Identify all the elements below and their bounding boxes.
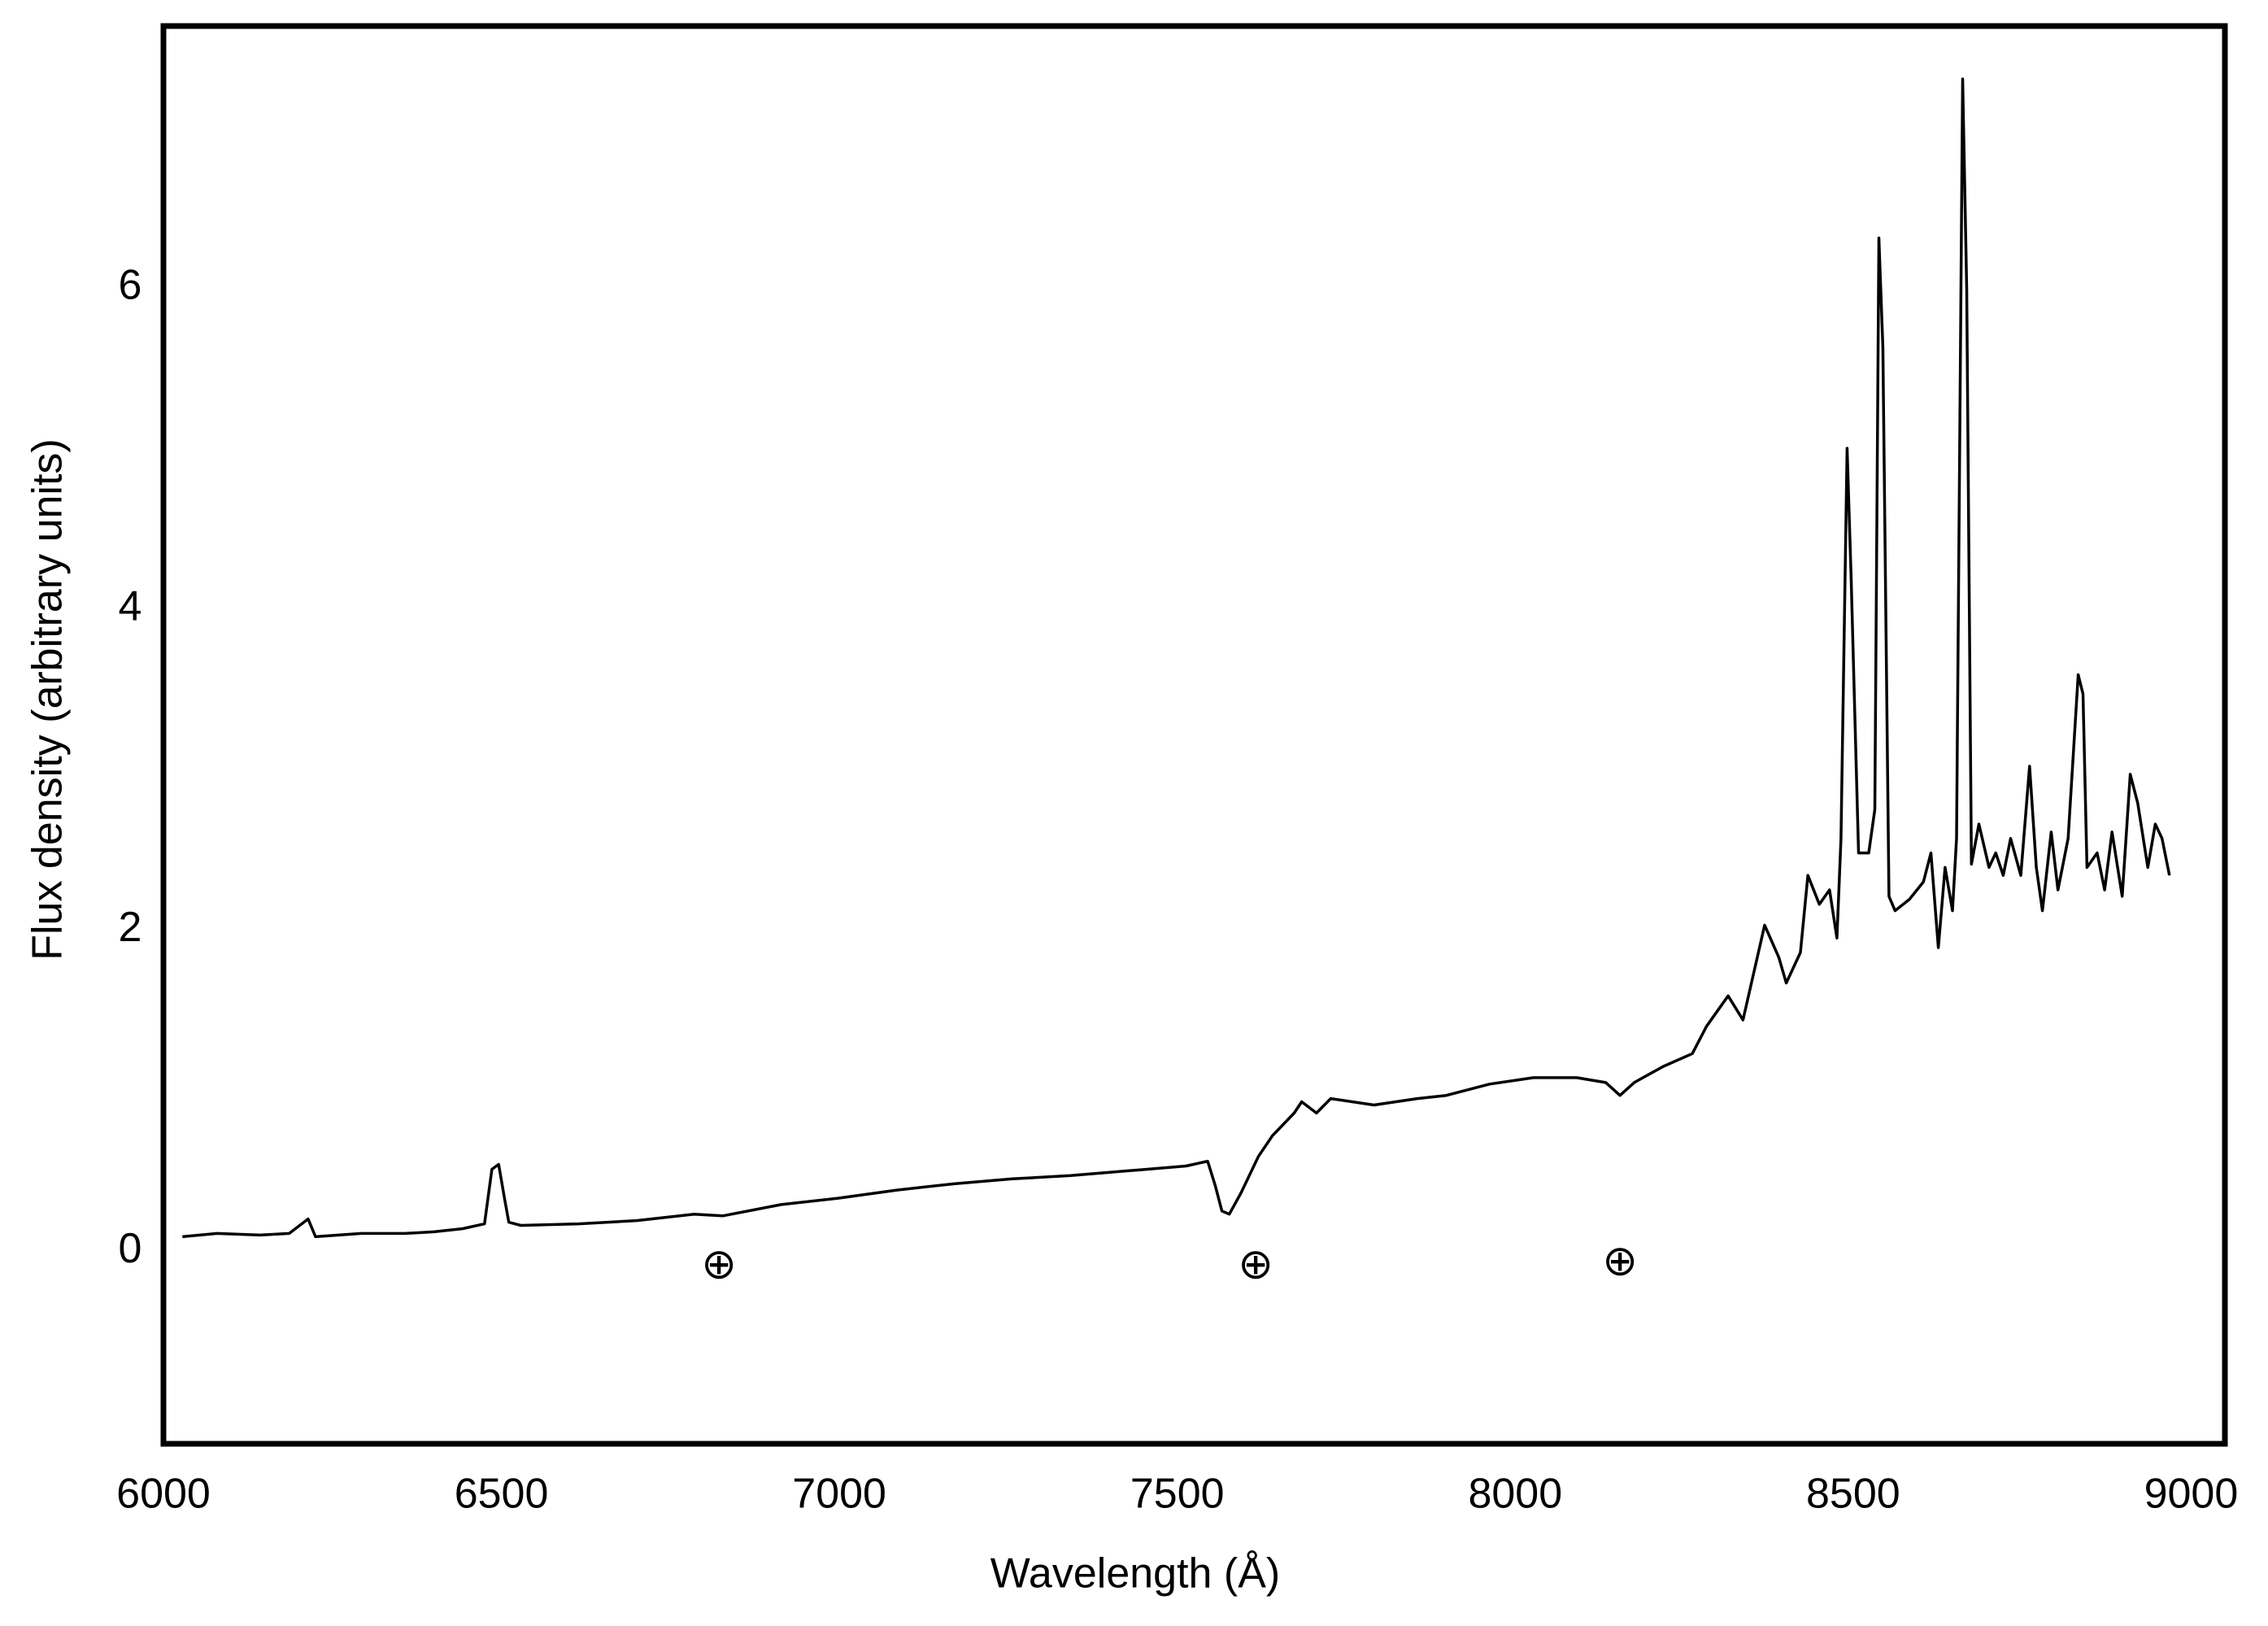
- x-axis-label: Wavelength (Å): [990, 1550, 1280, 1598]
- plot-frame: [160, 23, 2228, 1447]
- y-tick-label: 4: [119, 582, 142, 630]
- y-axis-label: Flux density (arbitrary units): [24, 438, 72, 961]
- y-tick-label: 0: [119, 1225, 142, 1272]
- x-tick-label: 6500: [455, 1471, 549, 1518]
- x-tick-label: 7500: [1130, 1471, 1225, 1518]
- x-tick-label: 8000: [1468, 1471, 1562, 1518]
- x-tick-label: 7000: [792, 1471, 886, 1518]
- x-tick-label: 6000: [116, 1471, 211, 1518]
- x-tick-label: 8500: [1806, 1471, 1900, 1518]
- telluric-marker: ⊕: [1238, 1241, 1273, 1288]
- spectrum-line: [182, 77, 2171, 1239]
- x-tick-label: 9000: [2144, 1471, 2239, 1518]
- telluric-marker: ⊕: [1602, 1238, 1638, 1285]
- y-tick-label: 6: [119, 261, 142, 308]
- y-tick-label: 2: [119, 904, 142, 951]
- telluric-marker: ⊕: [701, 1241, 737, 1288]
